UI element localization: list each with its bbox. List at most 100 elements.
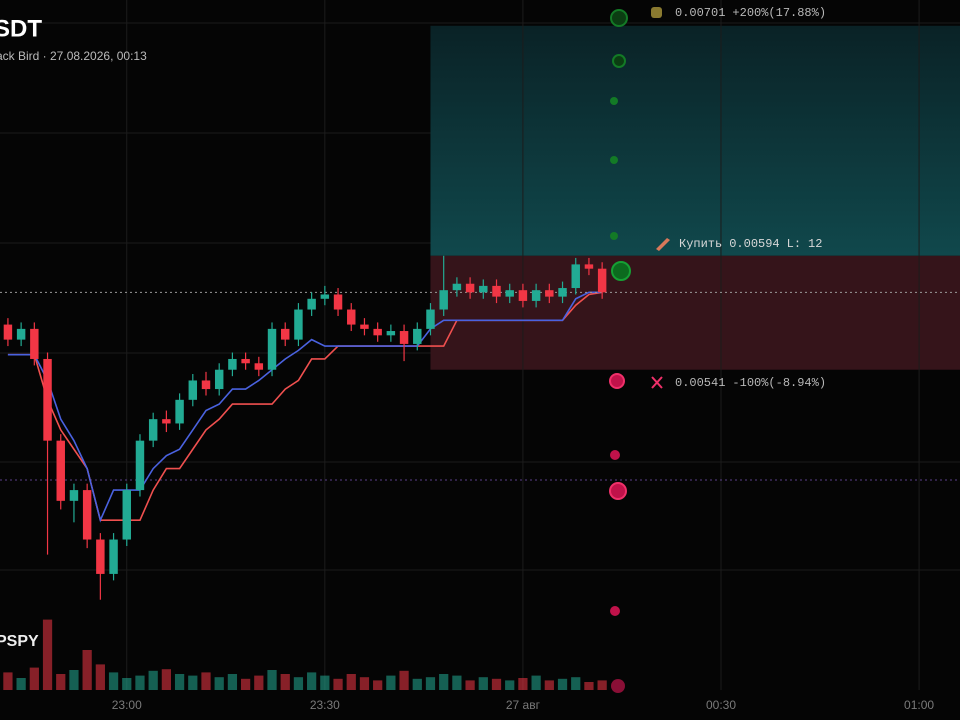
volume-bar [584, 682, 594, 690]
volume-bar [42, 619, 53, 690]
volume-bar [95, 664, 105, 690]
volume-bar [174, 674, 185, 690]
candle-body [492, 285, 501, 297]
indicator-line [7, 291, 603, 523]
candle-body [267, 328, 277, 370]
volume-bar [254, 675, 264, 690]
stop-pct: -100%(-8.94%) [732, 376, 826, 390]
volume-bar [399, 670, 409, 690]
volume-bar [307, 672, 317, 690]
dot [611, 261, 631, 281]
candle-body [571, 264, 580, 289]
x-tick-label: 23:30 [310, 698, 340, 712]
dot [611, 679, 625, 693]
volume-bar [188, 675, 198, 690]
candle-body [294, 309, 303, 340]
candle-body [122, 490, 131, 540]
dot [610, 450, 620, 460]
target-zone [430, 25, 960, 256]
volume-bar [108, 672, 119, 690]
leverage-label: L: [787, 237, 801, 251]
volume-bar [148, 670, 158, 690]
volume-bar [557, 678, 568, 690]
volume-bar [16, 678, 26, 690]
stop-price: 0.00541 [675, 376, 725, 390]
volume [3, 619, 607, 690]
candle-body [56, 440, 65, 501]
volume-bar [29, 667, 39, 690]
candle-body [16, 328, 26, 340]
rocket-icon [656, 238, 670, 251]
volume-bar [544, 680, 554, 690]
leverage: 12 [808, 237, 822, 251]
stop-icon [651, 376, 663, 389]
volume-bar [82, 650, 92, 690]
candle-body [3, 324, 13, 340]
target-pct: +200%(17.88%) [732, 6, 826, 20]
volume-bar [465, 680, 475, 690]
candle-body [96, 539, 105, 574]
volume-bar [571, 677, 581, 690]
candle-body [479, 285, 488, 293]
volume-bar [135, 675, 145, 690]
candle-body [228, 358, 237, 370]
candle-body [148, 419, 158, 441]
candle-body [43, 358, 52, 441]
candle-body [465, 283, 475, 293]
volume-bar [227, 674, 238, 690]
candle-body [558, 288, 567, 297]
x-grid [126, 0, 920, 690]
candle-body [162, 419, 171, 424]
stop-zone [430, 255, 960, 370]
candle-body [307, 298, 316, 310]
volume-bar [346, 674, 356, 690]
entry-label: Купить 0.00594 L: 12 [679, 237, 822, 251]
candle-body [175, 399, 184, 424]
dot [610, 9, 628, 27]
candle-body [188, 380, 198, 400]
volume-bar [373, 680, 383, 690]
dot [610, 156, 618, 164]
subtitle: ack Bird · 27.08.2026, 00:13 [0, 49, 147, 63]
candle-body [597, 268, 607, 293]
volume-bar [597, 680, 607, 690]
dot [610, 97, 618, 105]
volume-bar [518, 678, 528, 690]
dot [609, 482, 627, 500]
volume-bar [69, 670, 79, 690]
candle-body [135, 440, 145, 491]
volume-bar [333, 678, 343, 690]
candle-body [360, 324, 369, 329]
volume-label: PSPY [0, 633, 39, 650]
candle-body [201, 380, 211, 390]
candle-body [386, 331, 396, 336]
x-axis: 23:00 23:30 27 авг 00:30 01:00 [112, 698, 935, 712]
volume-bar [214, 677, 224, 690]
volume-bar [491, 678, 502, 690]
entry-price: 0.00594 [729, 237, 779, 251]
candle-body [439, 290, 448, 310]
volume-bar [425, 677, 436, 690]
entry-action: Купить [679, 237, 722, 251]
candle-body [281, 328, 290, 340]
volume-bar [531, 675, 541, 690]
candle-body [426, 309, 435, 329]
dot [610, 606, 620, 616]
dot [609, 373, 625, 389]
target-label: 0.00701 +200%(17.88%) [675, 6, 826, 20]
candle-body [347, 309, 356, 325]
x-tick-label: 01:00 [904, 698, 934, 712]
dot [610, 232, 618, 240]
volume-bar [386, 675, 396, 690]
candle-body [399, 331, 409, 344]
x-tick-label: 23:00 [112, 698, 142, 712]
candle-body [320, 294, 330, 299]
candle-body [531, 290, 541, 301]
volume-bar [3, 672, 13, 690]
title: SDT [0, 15, 42, 42]
volume-bar [293, 677, 304, 690]
stop-label: 0.00541 -100%(-8.94%) [675, 376, 826, 390]
volume-bar [412, 678, 422, 690]
candle-body [413, 328, 422, 344]
